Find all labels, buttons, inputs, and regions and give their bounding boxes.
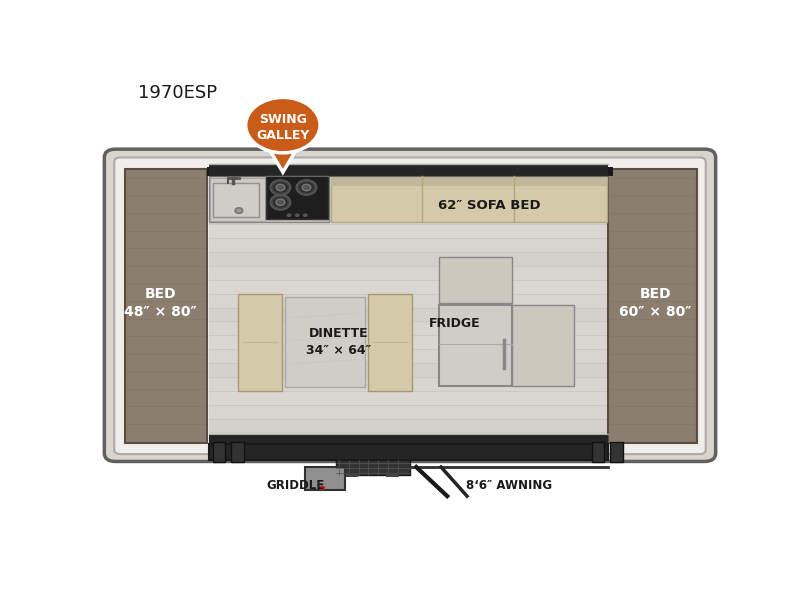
Bar: [330, 176, 607, 186]
Bar: [512, 305, 574, 386]
Text: GALLEY: GALLEY: [256, 129, 310, 142]
Circle shape: [294, 214, 300, 217]
Circle shape: [270, 180, 290, 195]
Bar: [238, 294, 282, 391]
Circle shape: [276, 199, 285, 206]
Text: 62″ SOFA BED: 62″ SOFA BED: [438, 199, 541, 212]
Bar: [213, 442, 226, 463]
Bar: [607, 167, 614, 176]
Text: BED
48″ × 80″: BED 48″ × 80″: [124, 287, 197, 319]
Bar: [438, 257, 512, 304]
Circle shape: [302, 184, 310, 191]
FancyBboxPatch shape: [104, 149, 716, 461]
Bar: [608, 169, 697, 443]
Bar: [209, 308, 609, 322]
Bar: [330, 176, 607, 222]
Bar: [231, 442, 244, 463]
FancyBboxPatch shape: [114, 157, 706, 454]
Bar: [336, 460, 410, 475]
Bar: [209, 335, 609, 349]
Bar: [214, 184, 259, 217]
Bar: [210, 178, 265, 221]
Bar: [125, 169, 206, 443]
Bar: [209, 363, 609, 377]
Circle shape: [270, 195, 290, 209]
Bar: [438, 305, 512, 386]
Bar: [209, 419, 609, 433]
Bar: [125, 169, 206, 443]
Circle shape: [302, 214, 308, 217]
Circle shape: [297, 180, 316, 195]
Bar: [209, 224, 609, 238]
Circle shape: [235, 208, 242, 214]
Bar: [266, 175, 328, 220]
Bar: [209, 434, 609, 444]
Bar: [305, 467, 345, 490]
Circle shape: [276, 184, 285, 191]
Text: SWING: SWING: [259, 113, 307, 126]
Bar: [209, 445, 609, 460]
Bar: [610, 442, 622, 463]
Text: FRIDGE: FRIDGE: [429, 317, 481, 330]
Text: 8‘6″ AWNING: 8‘6″ AWNING: [466, 479, 552, 492]
Bar: [346, 473, 358, 477]
Circle shape: [246, 97, 320, 153]
Bar: [209, 391, 609, 404]
Text: 1970ESP: 1970ESP: [138, 84, 218, 102]
Bar: [209, 197, 609, 211]
Bar: [209, 178, 609, 434]
Circle shape: [286, 214, 291, 217]
Bar: [285, 297, 366, 387]
Bar: [386, 473, 399, 477]
Bar: [608, 169, 697, 443]
Circle shape: [319, 485, 325, 490]
Bar: [209, 169, 609, 183]
Bar: [209, 252, 609, 266]
Text: DINETTE
34″ × 64″: DINETTE 34″ × 64″: [306, 327, 371, 357]
Text: BED
60″ × 80″: BED 60″ × 80″: [619, 287, 692, 319]
Bar: [368, 294, 413, 391]
Bar: [209, 280, 609, 294]
Bar: [206, 167, 213, 176]
Text: GRIDDLE: GRIDDLE: [266, 479, 325, 492]
Bar: [592, 442, 604, 463]
Bar: [209, 176, 330, 222]
Polygon shape: [270, 149, 297, 172]
Bar: [209, 164, 609, 176]
